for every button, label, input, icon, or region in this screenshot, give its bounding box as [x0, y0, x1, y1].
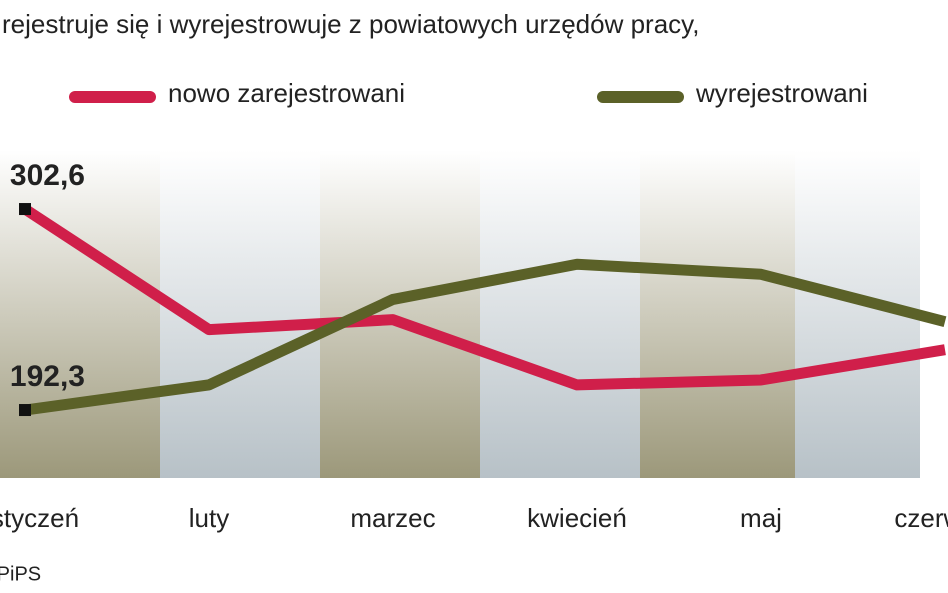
x-tick-label: kwiecień — [527, 503, 627, 533]
x-tick-label: czerwiec — [894, 503, 948, 533]
x-tick-label: styczeń — [0, 503, 79, 533]
point-marker — [19, 404, 31, 417]
value-label: 302,6 — [10, 159, 85, 192]
legend-label: wyrejestrowani — [695, 78, 868, 108]
x-tick-label: maj — [740, 503, 782, 533]
subtitle: rejestruje się i wyrejestrowuje z powiat… — [2, 9, 699, 39]
source: MPiPS — [0, 563, 41, 585]
x-tick-label: marzec — [350, 503, 435, 533]
series-line — [21, 204, 946, 391]
series-line — [24, 258, 947, 416]
background-bands — [0, 150, 920, 478]
legend-label: nowo zarejestrowani — [168, 78, 405, 108]
x-tick-label: luty — [189, 503, 229, 533]
point-marker — [19, 203, 31, 216]
value-label: 192,3 — [10, 360, 85, 393]
